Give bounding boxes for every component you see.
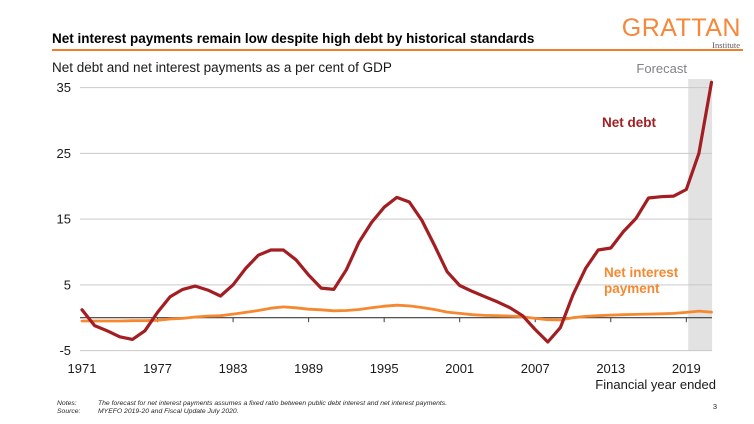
x-tick-label: 1971	[68, 361, 97, 376]
x-tick-label: 2019	[672, 361, 701, 376]
x-tick-label: 2001	[445, 361, 474, 376]
y-tick-label: 35	[57, 80, 71, 95]
net-debt-series-label: Net debt	[602, 115, 656, 130]
title-underline	[52, 49, 743, 51]
forecast-band	[688, 79, 713, 351]
y-tick-label: 15	[57, 212, 71, 227]
forecast-annotation: Forecast	[636, 61, 687, 76]
x-tick-label: 1989	[294, 361, 323, 376]
notes-row: Notes: The forecast for net interest pay…	[57, 400, 447, 408]
notes-label: Notes:	[57, 400, 77, 407]
net-debt-line	[80, 80, 714, 344]
chart-subtitle: Net debt and net interest payments as a …	[52, 60, 392, 75]
x-tick-label: 2013	[596, 361, 625, 376]
x-tick-label: 1983	[219, 361, 248, 376]
x-tick-label: 1995	[370, 361, 399, 376]
net-interest-series-label: Net interest payment	[604, 265, 679, 296]
x-tick-label: 1977	[143, 361, 172, 376]
y-tick-label: 5	[64, 277, 71, 292]
grattan-logo-subtext: Institute	[712, 40, 740, 50]
source-text: MYEFO 2019-20 and Fiscal Update July 202…	[98, 407, 239, 415]
grattan-logo: GRATTAN	[621, 14, 741, 42]
y-tick-label: 25	[57, 146, 71, 161]
x-tick-label: 2007	[521, 361, 550, 376]
y-tick-label: -5	[59, 343, 71, 358]
page-number: 3	[712, 402, 718, 411]
source-label: Source:	[57, 407, 81, 415]
footer-notes-block: Notes: The forecast for net interest pay…	[57, 400, 447, 415]
net-interest-line	[80, 303, 713, 323]
notes-text: The forecast for net interest payments a…	[98, 400, 448, 407]
x-axis-caption: Financial year ended	[595, 377, 716, 392]
source-row: Source: MYEFO 2019-20 and Fiscal Update …	[57, 408, 447, 416]
page-title: Net interest payments remain low despite…	[52, 31, 535, 46]
